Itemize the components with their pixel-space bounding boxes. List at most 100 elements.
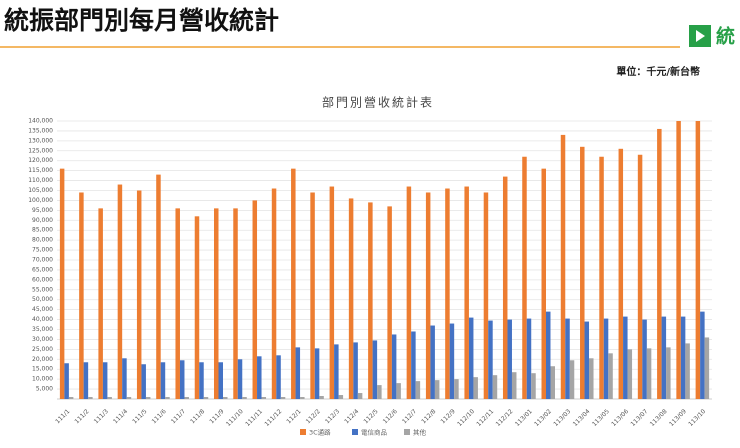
y-tick-label: 95,000 [32,207,53,214]
legend-label: 3C通路 [309,428,331,437]
bar [295,347,301,399]
bar [218,362,223,399]
bar [637,154,643,399]
bar [377,385,382,399]
y-tick-label: 30,000 [32,336,53,343]
bar [329,186,335,399]
bar [141,364,146,399]
unit-label: 單位：千元/新台幣 [616,65,700,78]
y-tick-label: 105,000 [28,187,53,194]
y-tick-label: 120,000 [28,157,53,164]
bar [175,208,180,399]
legend-label: 其他 [413,428,427,437]
y-tick-label: 15,000 [32,366,53,373]
bar [233,208,238,399]
bar [695,121,701,399]
bar [546,311,551,399]
bar [83,362,89,399]
bar [257,356,262,399]
bar [199,362,204,399]
bar [348,198,354,399]
bar [117,184,123,399]
bar [291,168,296,399]
slide-title: 統振部門別每月營收統計 [4,6,279,35]
y-tick-label: 80,000 [32,237,53,244]
bar [194,216,200,399]
bar [541,168,546,399]
bar [372,340,378,399]
y-tick-label: 55,000 [32,286,53,293]
bar [468,317,474,399]
bar [310,192,315,399]
bar [411,331,416,399]
bar [434,380,440,399]
bar [623,316,628,399]
y-tick-label: 20,000 [32,356,53,363]
y-tick-label: 5,000 [36,386,53,393]
bar [319,396,324,399]
bar [280,397,286,399]
bar [599,156,604,399]
y-tick-label: 90,000 [32,217,53,224]
y-tick-label: 70,000 [32,257,53,264]
bar [165,397,170,399]
bar [454,379,459,399]
bar [415,381,421,399]
bar [223,397,228,399]
bar [353,342,358,399]
bar [338,395,344,399]
bar [502,176,508,399]
bar [300,397,305,399]
bar [242,397,247,399]
y-tick-label: 10,000 [32,376,53,383]
bar [396,383,401,399]
y-tick-label: 85,000 [32,227,53,234]
bar [160,362,166,399]
bar [136,190,142,399]
bar [507,319,512,399]
bar [483,192,489,399]
bar [252,200,258,399]
bar [676,121,681,399]
y-tick-label: 135,000 [28,127,53,134]
bar [430,325,435,399]
legend-swatch [300,429,306,435]
bar [531,373,536,399]
bar [642,319,647,399]
y-tick-label: 140,000 [28,118,53,125]
bar [646,348,652,399]
bar [589,358,594,399]
bar [627,349,633,399]
bar [700,311,705,399]
bar [704,337,710,399]
bar [526,318,532,399]
bar [560,134,566,399]
y-tick-label: 125,000 [28,147,53,154]
bar [449,323,455,399]
bar [88,397,93,399]
bar [122,358,127,399]
bar [357,393,363,399]
bar [179,360,185,399]
bar [492,375,498,399]
bar [511,372,517,399]
legend-swatch [352,429,358,435]
bar [68,397,74,399]
bar [156,174,161,399]
legend-label: 電信商品 [361,428,387,437]
bar [584,321,590,399]
y-tick-label: 40,000 [32,316,53,323]
bar [550,366,555,399]
bar [64,363,69,399]
bar [126,397,132,399]
bar [387,206,392,399]
y-tick-label: 45,000 [32,306,53,313]
bar [618,148,624,399]
bar [59,168,65,399]
bar [445,188,450,399]
bar [276,355,281,399]
bar [473,377,478,399]
bar [464,186,469,399]
y-tick-label: 115,000 [28,167,53,174]
